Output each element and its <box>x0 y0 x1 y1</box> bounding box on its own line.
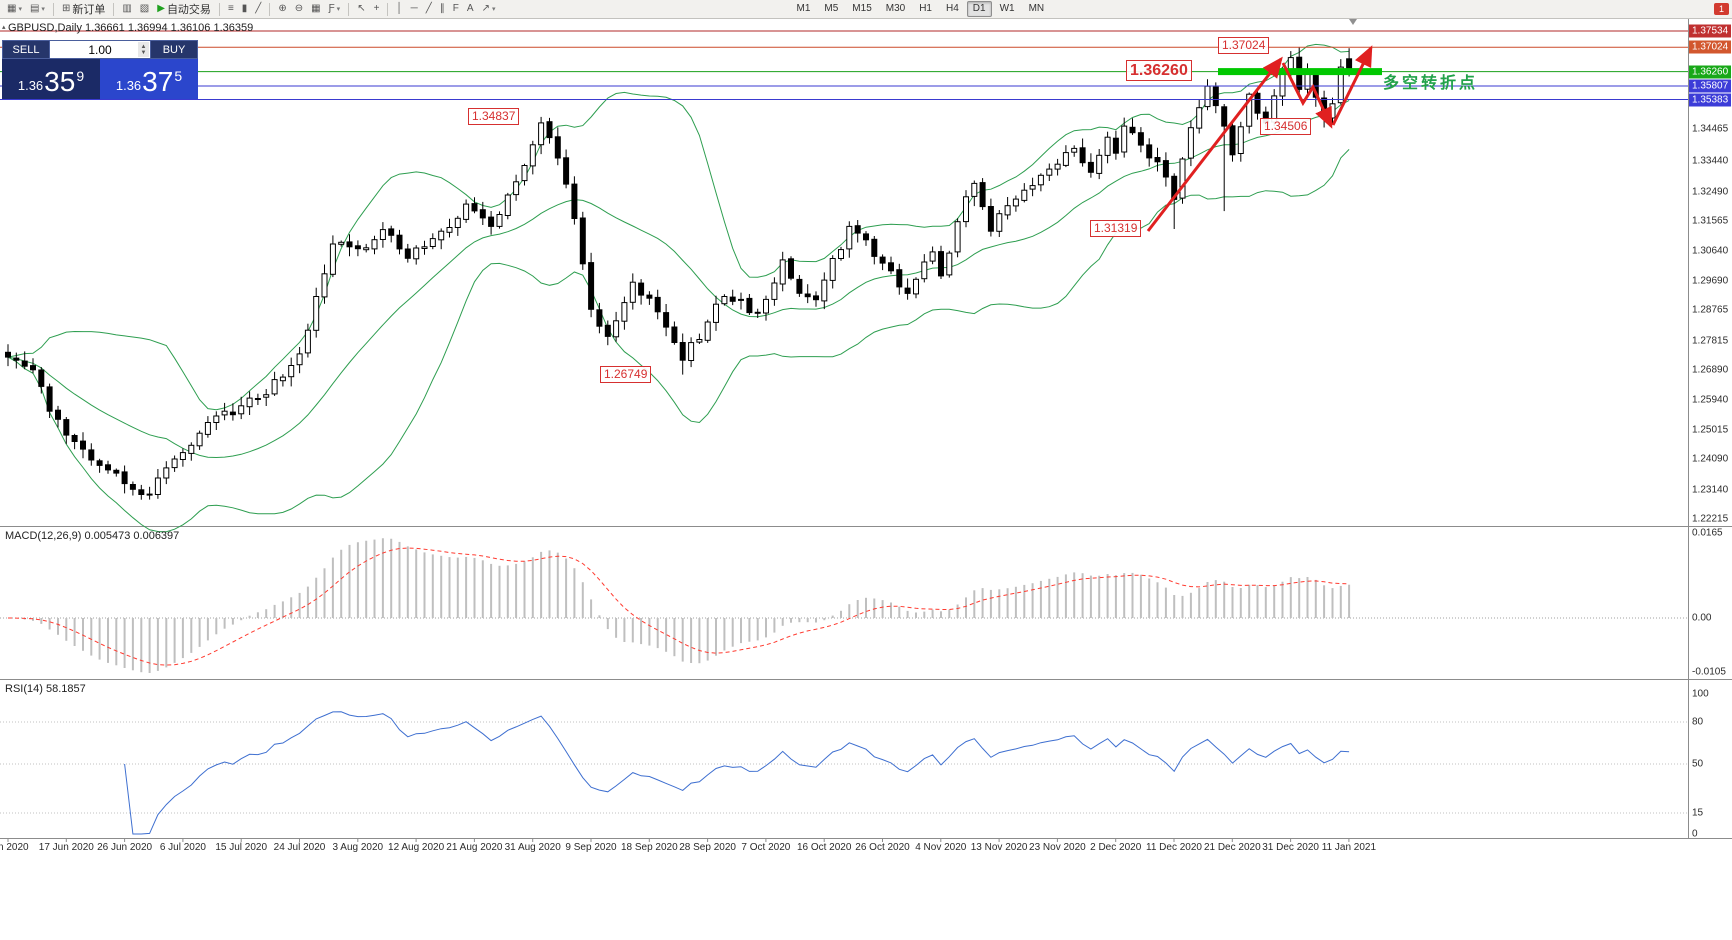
chart-candles-button[interactable]: ▮ <box>238 0 252 18</box>
ask-big-digits: 37 <box>142 66 174 97</box>
volume-input[interactable]: 1.00 ▲ ▼ <box>50 40 150 59</box>
new-chart-caret-icon: ▾ <box>18 6 22 13</box>
timeframe-button-m1[interactable]: M1 <box>796 3 811 14</box>
toolbar-separator <box>113 2 115 16</box>
indicators-list-icon: Ƒ <box>328 3 335 14</box>
indicators-list-button[interactable]: Ƒ ▾ <box>325 0 345 18</box>
spinner-down-icon[interactable]: ▼ <box>140 49 147 56</box>
fibonacci-tool-icon: F <box>452 3 459 14</box>
bid-prefix: 1.36 <box>17 78 44 93</box>
market-watch-icon: ▥ <box>122 3 132 14</box>
timeframe-button-m15[interactable]: M15 <box>852 3 872 14</box>
trendline-tool-icon: ╱ <box>425 3 432 14</box>
text-tool-button[interactable]: A <box>463 0 478 18</box>
toolbar-separator <box>387 2 389 16</box>
profiles-caret-icon: ▾ <box>41 6 45 13</box>
bid-price-tile[interactable]: 1.36 35 9 <box>2 59 100 99</box>
new-order-button[interactable]: ⊞ 新订单 <box>58 0 109 18</box>
toolbar-separator <box>269 2 271 16</box>
chart-bars-button[interactable]: ≡ <box>224 0 238 18</box>
timeframe-button-m30[interactable]: M30 <box>885 3 906 14</box>
zoom-in-icon: ⊕ <box>278 3 287 14</box>
toolbar: ▦ ▾ ▤ ▾ ⊞ 新订单 ▥ ▧ ▶ 自动交易 ≡ ▮ ╱ ⊕ ⊖ ▦ Ƒ ▾ ↖ + │ ─ ╱ ∥ F A ↗ ▾ M1 M5 M15… <box>0 0 1732 19</box>
autotrading-button[interactable]: ▶ 自动交易 <box>153 0 215 18</box>
volume-value: 1.00 <box>88 42 112 57</box>
navigator-icon: ▧ <box>139 3 150 14</box>
arrows-tool-icon: ↗ <box>481 3 490 14</box>
bid-big-digits: 35 <box>44 66 76 97</box>
chart-candles-icon: ▮ <box>241 3 248 14</box>
profiles-icon: ▤ <box>29 3 40 14</box>
one-click-collapse-arrow[interactable]: ▴ <box>2 24 6 31</box>
channel-tool-button[interactable]: ∥ <box>436 0 449 18</box>
trendline-tool-button[interactable]: ╱ <box>422 0 436 18</box>
ask-price-tile[interactable]: 1.36 37 5 <box>100 59 198 99</box>
autotrading-icon: ▶ <box>157 3 165 14</box>
one-click-trading-panel: SELL 1.00 ▲ ▼ BUY 1.36 35 9 1.36 37 5 <box>2 40 198 99</box>
chart-line-icon: ╱ <box>255 3 262 14</box>
toolbar-separator <box>52 2 54 16</box>
navigator-button[interactable]: ▧ <box>136 0 153 18</box>
rsi-label: RSI(14) 58.1857 <box>5 683 86 695</box>
fibonacci-tool-button[interactable]: F <box>449 0 463 18</box>
zoom-out-icon: ⊖ <box>294 3 304 14</box>
notification-badge[interactable]: 1 <box>1713 3 1729 15</box>
channel-tool-icon: ∥ <box>439 3 445 14</box>
toolbar-separator <box>348 2 350 16</box>
vertical-line-tool-button[interactable]: │ <box>392 0 406 18</box>
chart-title: GBPUSD,Daily 1.36661 1.36994 1.36106 1.3… <box>8 22 254 34</box>
zoom-in-button[interactable]: ⊕ <box>274 0 290 18</box>
horizontal-line-tool-icon: ─ <box>410 3 418 14</box>
new-chart-icon: ▦ <box>7 3 17 14</box>
zoom-out-button[interactable]: ⊖ <box>291 0 307 18</box>
market-watch-button[interactable]: ▥ <box>118 0 135 18</box>
cursor-button[interactable]: ↖ <box>353 0 369 18</box>
tile-windows-icon: ▦ <box>311 3 321 14</box>
timeframe-button-mn[interactable]: MN <box>1028 3 1045 14</box>
macd-label: MACD(12,26,9) 0.005473 0.006397 <box>5 530 180 542</box>
arrows-tool-button[interactable]: ↗ ▾ <box>478 0 500 18</box>
spinner-up-icon[interactable]: ▲ <box>140 43 147 50</box>
tile-windows-button[interactable]: ▦ <box>307 0 324 18</box>
indicators-list-caret-icon: ▾ <box>336 6 341 13</box>
timeframe-button-w1[interactable]: W1 <box>999 3 1015 14</box>
sell-button[interactable]: SELL <box>2 40 50 59</box>
horizontal-line-tool-button[interactable]: ─ <box>407 0 422 18</box>
timeframe-button-h1[interactable]: H1 <box>919 3 932 14</box>
crosshair-button[interactable]: + <box>370 0 384 18</box>
timeframe-button-m5[interactable]: M5 <box>824 3 839 14</box>
toolbar-separator <box>218 2 220 16</box>
arrows-tool-caret-icon: ▾ <box>491 6 496 13</box>
buy-button[interactable]: BUY <box>150 40 198 59</box>
text-tool-icon: A <box>466 3 474 14</box>
new-order-label: 新订单 <box>72 4 106 16</box>
autotrading-label: 自动交易 <box>166 4 211 16</box>
crosshair-icon: + <box>373 3 380 14</box>
timeframe-button-d1[interactable]: D1 <box>966 1 992 17</box>
timeframe-button-h4[interactable]: H4 <box>946 3 959 14</box>
volume-spinner[interactable]: ▲ ▼ <box>138 42 149 57</box>
vertical-line-tool-icon: │ <box>396 3 403 14</box>
new-chart-button[interactable]: ▦ ▾ <box>3 0 26 18</box>
profiles-button[interactable]: ▤ ▾ <box>26 0 49 18</box>
new-order-icon: ⊞ <box>61 3 71 14</box>
ask-prefix: 1.36 <box>115 78 142 93</box>
cursor-icon: ↖ <box>357 3 366 14</box>
chart-line-button[interactable]: ╱ <box>251 0 265 18</box>
bid-pip-digit: 9 <box>76 68 85 84</box>
chart-bars-icon: ≡ <box>227 3 234 14</box>
ask-pip-digit: 5 <box>174 68 183 84</box>
